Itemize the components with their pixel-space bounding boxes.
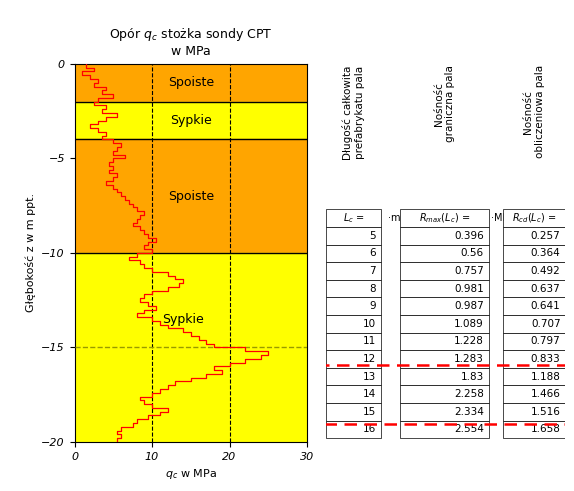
Bar	[503, 385, 565, 403]
Text: 1.516: 1.516	[531, 407, 561, 417]
Text: Spoiste: Spoiste	[168, 76, 214, 89]
Text: Nośność
obliczeniowa pala: Nośność obliczeniowa pala	[523, 65, 545, 159]
Bar	[326, 209, 381, 227]
Text: 2.554: 2.554	[454, 424, 484, 435]
Bar	[503, 350, 565, 368]
Text: 1.466: 1.466	[531, 389, 561, 399]
Bar	[400, 227, 488, 245]
Bar	[400, 332, 488, 350]
Text: 0.637: 0.637	[531, 284, 561, 294]
Bar	[400, 368, 488, 385]
Bar	[503, 368, 565, 385]
Text: 5: 5	[370, 231, 376, 241]
Text: 9: 9	[370, 301, 376, 311]
Y-axis label: Głębokość z w m ppt.: Głębokość z w m ppt.	[25, 193, 36, 312]
Text: Spoiste: Spoiste	[168, 190, 214, 203]
Text: 7: 7	[370, 266, 376, 276]
Text: 0.757: 0.757	[454, 266, 484, 276]
Bar	[503, 315, 565, 332]
Bar	[326, 298, 381, 315]
Text: $R_{max}(L_c)$ =: $R_{max}(L_c)$ =	[419, 212, 470, 225]
Bar	[326, 385, 381, 403]
Text: 8: 8	[370, 284, 376, 294]
Bar	[400, 350, 488, 368]
Bar	[503, 227, 565, 245]
Bar	[503, 403, 565, 420]
Bar	[400, 209, 488, 227]
Text: 2.334: 2.334	[454, 407, 484, 417]
Bar	[326, 262, 381, 280]
Bar	[503, 298, 565, 315]
Text: 0.396: 0.396	[454, 231, 484, 241]
Text: 0.797: 0.797	[531, 336, 561, 346]
Bar	[326, 280, 381, 298]
Text: 12: 12	[363, 354, 376, 364]
Text: 0.492: 0.492	[531, 266, 561, 276]
Bar	[326, 245, 381, 262]
Text: ·MN: ·MN	[491, 213, 510, 223]
Text: Nośność
graniczna pala: Nośność graniczna pala	[433, 65, 455, 142]
Text: 0.833: 0.833	[531, 354, 561, 364]
Text: 6: 6	[370, 248, 376, 258]
Text: ·m: ·m	[388, 213, 401, 223]
Bar	[400, 280, 488, 298]
Bar	[326, 227, 381, 245]
Bar	[400, 420, 488, 438]
Title: Opór $q_c$ stożka sondy CPT
w MPa: Opór $q_c$ stożka sondy CPT w MPa	[109, 27, 273, 58]
Bar	[326, 315, 381, 332]
Text: 2.258: 2.258	[454, 389, 484, 399]
Text: $R_{cd}(L_c)$ =: $R_{cd}(L_c)$ =	[512, 212, 557, 225]
Text: 1.188: 1.188	[531, 372, 561, 382]
Text: Sypkie: Sypkie	[162, 313, 204, 326]
Text: 0.56: 0.56	[461, 248, 484, 258]
Bar	[326, 403, 381, 420]
Text: Długość całkowita
prefabrykatu pala: Długość całkowita prefabrykatu pala	[342, 65, 364, 160]
Text: 15: 15	[363, 407, 376, 417]
Text: 1.089: 1.089	[454, 319, 484, 329]
Text: 0.364: 0.364	[531, 248, 561, 258]
Bar	[503, 262, 565, 280]
Text: 13: 13	[363, 372, 376, 382]
Bar	[503, 332, 565, 350]
Bar	[324, 365, 567, 424]
Text: 14: 14	[363, 389, 376, 399]
Bar	[400, 385, 488, 403]
Text: 1.283: 1.283	[454, 354, 484, 364]
Text: 10: 10	[363, 319, 376, 329]
Text: 0.987: 0.987	[454, 301, 484, 311]
Bar	[503, 280, 565, 298]
Text: 1.658: 1.658	[531, 424, 561, 435]
Bar	[400, 298, 488, 315]
X-axis label: $q_c$ w MPa: $q_c$ w MPa	[165, 467, 217, 481]
Bar	[326, 368, 381, 385]
Text: Sypkie: Sypkie	[170, 114, 212, 127]
Text: 0.981: 0.981	[454, 284, 484, 294]
Bar	[503, 420, 565, 438]
Text: 0.257: 0.257	[531, 231, 561, 241]
Bar	[326, 420, 381, 438]
Text: 0.641: 0.641	[531, 301, 561, 311]
Bar	[326, 350, 381, 368]
Bar	[326, 332, 381, 350]
Bar	[400, 262, 488, 280]
Bar	[400, 315, 488, 332]
Bar	[503, 209, 565, 227]
Text: $L_c$ =: $L_c$ =	[343, 211, 364, 225]
Bar	[503, 245, 565, 262]
Text: 1.83: 1.83	[461, 372, 484, 382]
Text: 16: 16	[363, 424, 376, 435]
Text: 1.228: 1.228	[454, 336, 484, 346]
Text: 11: 11	[363, 336, 376, 346]
Bar	[400, 403, 488, 420]
Bar	[400, 245, 488, 262]
Text: 0.707: 0.707	[531, 319, 561, 329]
